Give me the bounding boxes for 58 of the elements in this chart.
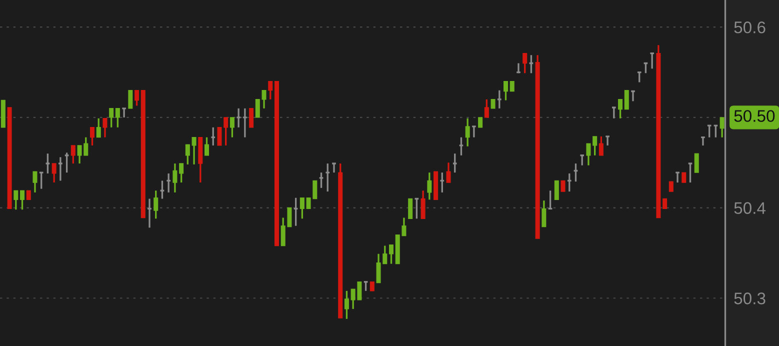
candlestick (408, 198, 413, 219)
candlestick (598, 136, 604, 156)
candlestick (370, 282, 374, 292)
candlestick (682, 172, 686, 183)
candlestick (102, 118, 108, 138)
candlestick (154, 190, 158, 220)
candlestick (560, 180, 566, 192)
candlestick (344, 290, 349, 320)
candlestick (14, 190, 18, 210)
candlestick (115, 108, 120, 128)
text: 50.50 (734, 110, 775, 122)
candlestick (490, 99, 496, 109)
candlestick (427, 172, 432, 200)
candlestick (179, 162, 184, 184)
candlestick (185, 144, 190, 166)
candlestick (542, 200, 546, 228)
candlestick (510, 80, 514, 92)
candlestick (694, 152, 699, 174)
y-tick-label: 50.3 (734, 292, 766, 304)
candlestick (268, 80, 273, 100)
candlestick (662, 198, 668, 210)
candlestick (262, 90, 266, 110)
candlestick (90, 126, 95, 146)
candlestick (96, 118, 101, 138)
candlestick (592, 136, 598, 156)
candlestick (720, 116, 724, 138)
candlestick (224, 116, 228, 146)
candlestick (134, 90, 140, 107)
y-tick-label: 50.4 (734, 202, 766, 214)
candlestick (624, 90, 629, 110)
candlestick (217, 127, 222, 146)
y-tick-label: 50.6 (734, 22, 766, 34)
candlestick (484, 98, 489, 118)
candlestick (618, 98, 623, 120)
candlestick (192, 136, 196, 166)
candlestick (504, 80, 508, 102)
candlestick (32, 170, 38, 194)
candlestick (26, 190, 31, 200)
candlestick (478, 117, 483, 128)
candlestick (465, 118, 470, 148)
candlestick (204, 136, 210, 156)
candlestick (109, 108, 114, 128)
candlestick (20, 190, 25, 210)
candlestick (668, 180, 674, 192)
candlestick (52, 162, 56, 184)
candlestick (70, 144, 76, 164)
candlestick (420, 190, 426, 220)
candlestick (300, 197, 304, 220)
candlestick (554, 180, 559, 200)
candlestick (586, 142, 591, 166)
candlestick (172, 162, 178, 194)
candlestick (522, 52, 528, 74)
candlestick (255, 99, 260, 118)
candlestick (446, 162, 451, 184)
candlestick (249, 108, 254, 128)
candlestick (230, 116, 234, 138)
candlestick (388, 244, 394, 265)
candlestick (128, 90, 133, 109)
